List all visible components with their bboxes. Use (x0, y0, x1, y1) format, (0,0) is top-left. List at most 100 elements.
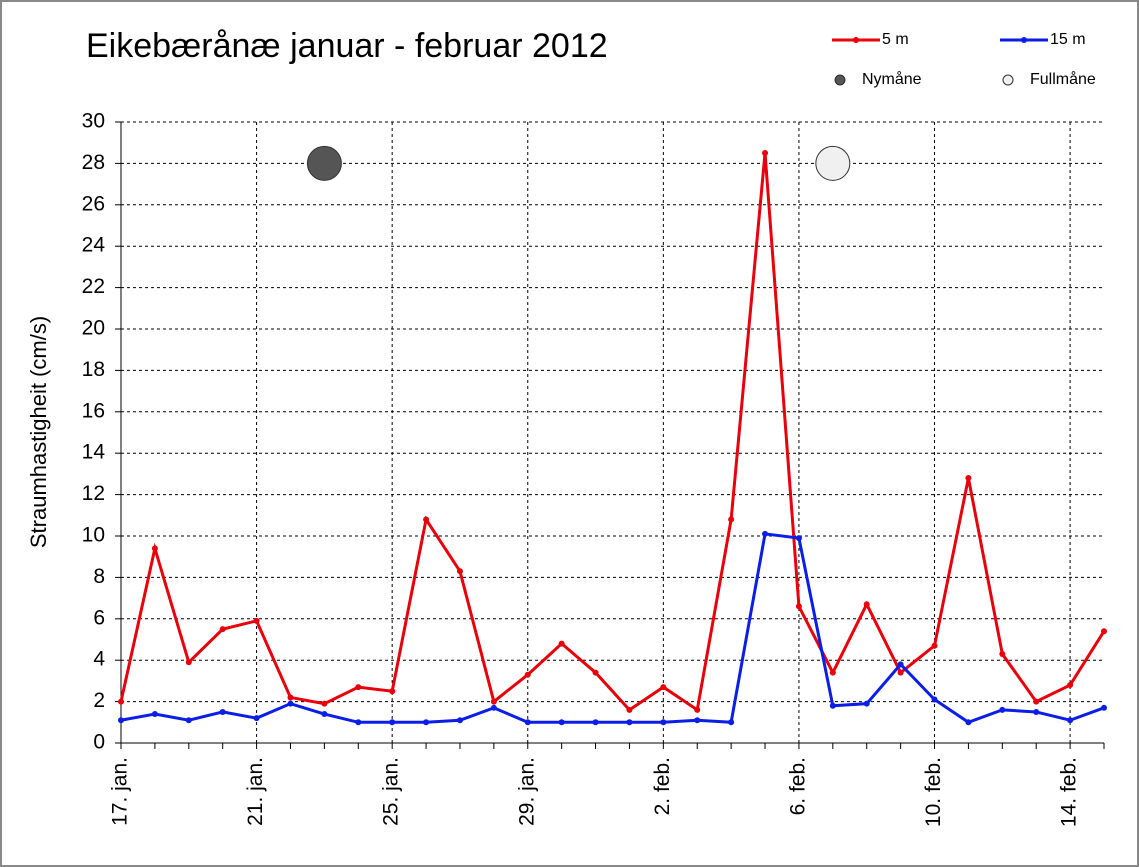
y-tick-label: 2 (93, 689, 105, 712)
legend-label: Fullmåne (1030, 70, 1096, 88)
point (762, 530, 769, 537)
point (151, 545, 158, 552)
point (151, 711, 158, 718)
y-tick-label: 4 (93, 648, 105, 671)
point (897, 661, 904, 668)
x-tick-label: 21. jan. (244, 757, 267, 826)
point (355, 719, 362, 726)
point (1101, 704, 1107, 711)
y-tick-label: 0 (93, 731, 105, 754)
point (897, 669, 904, 676)
legend-point (1021, 37, 1027, 43)
point (558, 719, 565, 726)
point (999, 650, 1006, 657)
y-tick-label: 18 (82, 358, 105, 381)
point (185, 717, 192, 724)
point (1067, 682, 1074, 689)
point (829, 702, 836, 709)
x-tick-label: 6. feb. (786, 757, 809, 815)
point (728, 516, 735, 523)
point (694, 706, 701, 713)
point (355, 684, 362, 691)
point (253, 617, 260, 624)
y-tick-label: 24 (82, 234, 106, 257)
y-tick-label: 28 (82, 151, 105, 174)
y-tick-label: 8 (93, 565, 105, 588)
legend-marker (834, 74, 846, 86)
point (762, 150, 769, 157)
point (1033, 708, 1040, 715)
point (626, 719, 633, 726)
point (931, 642, 938, 649)
point (965, 475, 972, 482)
x-tick-label: 2. feb. (651, 757, 674, 815)
series-line (120, 532, 1105, 724)
x-tick-label: 29. jan. (515, 757, 538, 826)
x-tick-label: 17. jan. (109, 757, 132, 826)
point (829, 669, 836, 676)
point (287, 700, 294, 707)
point (456, 717, 463, 724)
moon-marker (306, 145, 342, 181)
point (1033, 698, 1040, 705)
point (490, 698, 497, 705)
point (558, 640, 565, 647)
y-tick-label: 30 (82, 110, 105, 133)
point (592, 719, 599, 726)
point (965, 719, 972, 726)
point (253, 715, 260, 722)
point (423, 516, 430, 523)
moon-marker (815, 145, 851, 181)
legend-marker (1002, 74, 1014, 86)
legend-label: 5 m (882, 31, 909, 48)
point (795, 535, 802, 542)
point (728, 719, 735, 726)
y-tick-label: 10 (82, 524, 105, 547)
point (321, 711, 328, 718)
point (456, 568, 463, 575)
x-tick-label: 14. feb. (1058, 757, 1081, 827)
point (524, 719, 531, 726)
point (423, 719, 430, 726)
point (626, 706, 633, 713)
legend-label: Nymåne (862, 70, 922, 88)
point (118, 698, 124, 705)
point (1101, 628, 1107, 635)
point (795, 603, 802, 610)
x-tick-label: 10. feb. (922, 757, 945, 827)
point (660, 684, 667, 691)
y-tick-label: 16 (82, 399, 105, 422)
point (118, 717, 124, 724)
y-tick-label: 12 (82, 482, 105, 505)
point (321, 700, 328, 707)
point (1067, 717, 1074, 724)
point (490, 704, 497, 711)
point (287, 694, 294, 701)
y-tick-label: 22 (82, 275, 105, 298)
y-tick-label: 6 (93, 606, 105, 629)
chart-title: Eikebærånæ januar - februar 2012 (86, 27, 608, 65)
point (185, 659, 192, 666)
y-axis-label: Straumhastigheit (cm/s) (26, 316, 51, 548)
point (219, 708, 226, 715)
legend-point (853, 37, 859, 43)
legend-label: 15 m (1050, 31, 1086, 48)
point (931, 696, 938, 703)
y-tick-label: 26 (82, 192, 105, 215)
point (660, 719, 667, 726)
point (863, 700, 870, 707)
point (219, 626, 226, 633)
x-tick-label: 25. jan. (380, 757, 403, 826)
point (389, 688, 396, 695)
point (863, 601, 870, 608)
y-tick-label: 14 (82, 441, 106, 464)
point (524, 671, 531, 678)
point (999, 706, 1006, 713)
point (592, 669, 599, 676)
y-tick-label: 20 (82, 317, 105, 340)
point (389, 719, 396, 726)
legend: 5 m 15 m Nymåne Fullmåne (832, 31, 1096, 88)
series-line (119, 152, 1106, 713)
